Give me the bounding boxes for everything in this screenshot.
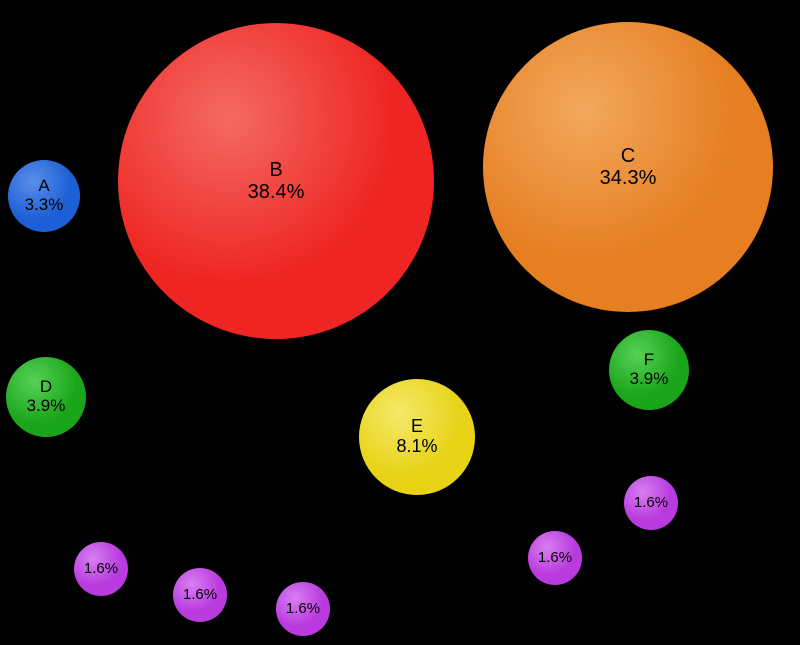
node-p2: 1.6% bbox=[173, 568, 227, 622]
node-name: B bbox=[269, 159, 282, 181]
node-percent: 3.9% bbox=[27, 397, 66, 416]
node-c: C34.3% bbox=[483, 22, 773, 312]
node-percent: 8.1% bbox=[396, 437, 437, 457]
node-percent: 1.6% bbox=[183, 587, 217, 604]
node-p3: 1.6% bbox=[276, 582, 330, 636]
node-p4: 1.6% bbox=[528, 531, 582, 585]
node-percent: 1.6% bbox=[286, 601, 320, 618]
node-percent: 3.9% bbox=[630, 370, 669, 389]
node-e: E8.1% bbox=[359, 379, 475, 495]
node-a: A3.3% bbox=[8, 160, 80, 232]
node-name: F bbox=[644, 351, 654, 370]
node-name: D bbox=[40, 378, 52, 397]
node-percent: 34.3% bbox=[600, 167, 657, 189]
node-name: E bbox=[411, 417, 423, 437]
node-percent: 38.4% bbox=[248, 181, 305, 203]
node-percent: 1.6% bbox=[538, 550, 572, 567]
node-percent: 1.6% bbox=[84, 561, 118, 578]
node-name: A bbox=[38, 177, 49, 196]
node-d: D3.9% bbox=[6, 357, 86, 437]
node-percent: 1.6% bbox=[634, 495, 668, 512]
node-p1: 1.6% bbox=[74, 542, 128, 596]
node-b: B38.4% bbox=[118, 23, 434, 339]
node-p5: 1.6% bbox=[624, 476, 678, 530]
node-f: F3.9% bbox=[609, 330, 689, 410]
node-name: C bbox=[621, 145, 635, 167]
node-percent: 3.3% bbox=[25, 196, 64, 215]
